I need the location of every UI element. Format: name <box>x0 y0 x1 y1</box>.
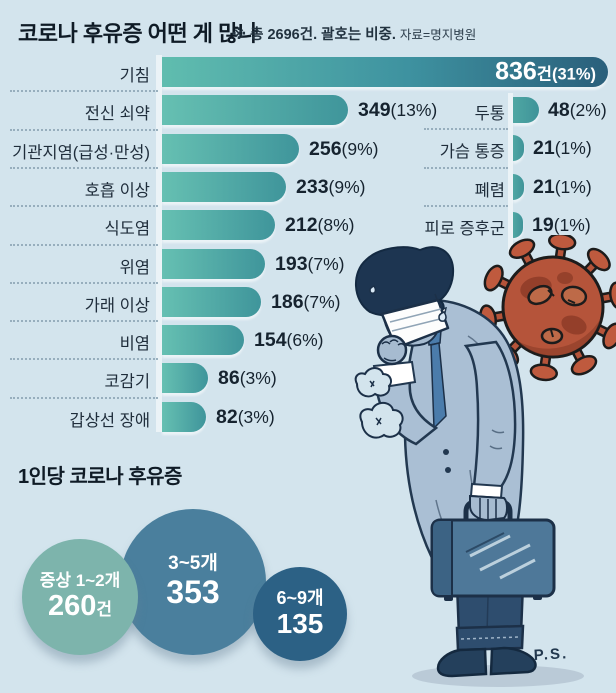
row-separator <box>10 396 158 399</box>
bar <box>162 210 275 241</box>
bar-value: 193(7%) <box>275 252 345 275</box>
bar-value: 212(8%) <box>285 214 355 237</box>
bar-value: 19(1%) <box>532 213 591 236</box>
row-separator <box>10 166 158 169</box>
row-separator <box>424 128 508 131</box>
bar <box>513 211 523 238</box>
bar-value: 233(9%) <box>296 175 366 198</box>
bubble: 증상 1~2개 260건 <box>22 539 138 655</box>
chart-note: ※ 총 2696건. 괄호는 비중. 자료=명지병원 <box>232 23 476 44</box>
source-credit: 자료=명지병원 <box>399 28 477 42</box>
bar-value: 82(3%) <box>216 405 275 428</box>
hanging-arm <box>463 340 517 522</box>
bar-label: 두통 <box>474 105 505 123</box>
row-separator <box>424 204 508 207</box>
bar-value: 349(13%) <box>358 99 438 122</box>
bar-value: 21(1%) <box>533 137 592 160</box>
bar-value: 256(9%) <box>309 137 379 160</box>
row-separator <box>10 243 158 246</box>
briefcase-icon <box>430 499 556 601</box>
artist-signature: P.S. <box>533 645 568 664</box>
head <box>354 246 455 350</box>
bar-value: 186(7%) <box>271 290 341 313</box>
row-separator <box>10 281 158 284</box>
row-separator <box>10 320 158 323</box>
bar-label: 가래 이상 <box>84 296 150 315</box>
row-separator <box>424 166 508 169</box>
bar <box>513 173 524 200</box>
bar-label: 위염 <box>119 258 150 277</box>
bubble: 6~9개 135 <box>253 567 347 661</box>
row-separator <box>10 205 158 208</box>
bar-label: 폐렴 <box>474 181 505 200</box>
bar <box>513 135 524 162</box>
bar-label: 호흡 이상 <box>84 181 150 200</box>
bar-baseline-strip-right <box>508 93 513 253</box>
bar <box>162 133 299 164</box>
bar <box>162 325 244 356</box>
bar-value: 48(2%) <box>548 99 607 121</box>
bar <box>162 248 265 279</box>
section-title-per-person: 1인당 코로나 후유증 <box>18 466 182 488</box>
bar-label: 기침 <box>119 67 150 85</box>
bar-label: 갑상선 장애 <box>69 411 150 430</box>
bar <box>162 401 206 432</box>
note-text: ※ 총 2696건. 괄호는 비중. <box>232 27 396 43</box>
bar <box>162 171 286 202</box>
bar-label: 피로 증후군 <box>424 219 505 238</box>
page-title: 코로나 후유증 어떤 게 많나 <box>18 21 258 46</box>
bar-value: 154(6%) <box>254 329 324 352</box>
bar-label: 전신 쇠약 <box>84 105 150 124</box>
row-separator <box>10 90 158 93</box>
bar-label: 식도염 <box>104 220 150 239</box>
bar-label: 비염 <box>119 335 150 354</box>
cough-puff-icon <box>354 367 404 439</box>
bar-value-inline: 836건(31%) <box>495 57 596 86</box>
bar <box>162 286 261 317</box>
bar <box>162 363 208 394</box>
bubble: 3~5개 353 <box>120 509 266 655</box>
bar-value: 86(3%) <box>218 367 277 390</box>
row-separator <box>10 358 158 361</box>
bar <box>162 95 348 126</box>
bar-value: 21(1%) <box>533 175 592 198</box>
bar: 836건(31%) <box>162 57 608 87</box>
shoes <box>436 646 537 678</box>
coughing-man-illustration: P.S. <box>354 235 616 687</box>
bar-label: 가슴 통증 <box>439 143 505 162</box>
coronavirus-icon <box>479 235 616 382</box>
bar-label: 코감기 <box>104 373 150 392</box>
row-separator <box>10 128 158 131</box>
bar <box>513 97 539 123</box>
bar-label: 기관지염(급성·만성) <box>12 143 150 162</box>
bar-baseline-strip-left <box>156 55 162 432</box>
